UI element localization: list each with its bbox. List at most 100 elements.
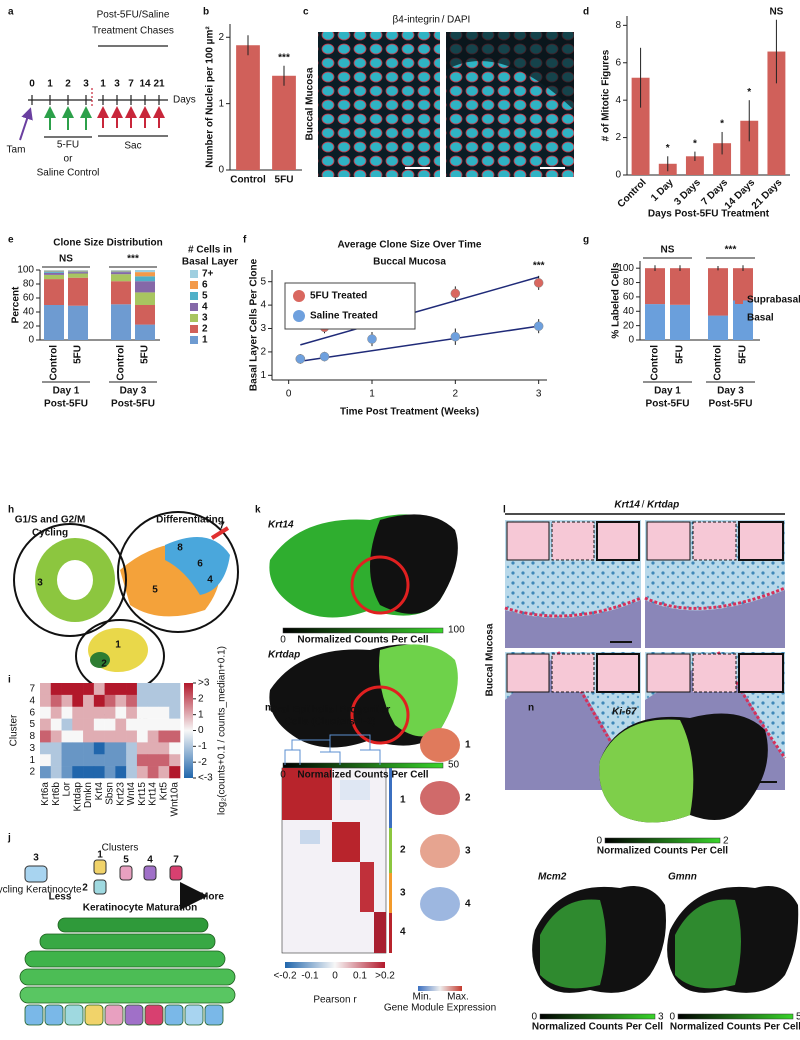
title: Cells (Clusters 1-2) xyxy=(285,717,376,728)
cluster-label: 5 xyxy=(123,855,129,866)
bar-segment xyxy=(708,315,728,340)
heatmap-cell xyxy=(136,683,148,696)
column-label: Krt6b xyxy=(51,782,62,806)
column-label: Krt6a xyxy=(40,782,51,806)
bar-segment xyxy=(111,281,131,305)
annotation: *** xyxy=(725,245,737,256)
bar-segment xyxy=(135,281,155,293)
panel-letter: e xyxy=(8,235,14,246)
bar-segment xyxy=(68,270,88,271)
x-tick-label: 5FU xyxy=(738,345,749,364)
heatmap-cell xyxy=(136,742,148,755)
bar xyxy=(685,156,704,175)
row-label: 4 xyxy=(29,695,35,706)
heatmap-cell xyxy=(126,683,138,696)
heatmap-cell xyxy=(136,694,148,708)
cell-label: Cycling Keratinocyte xyxy=(0,885,82,896)
annotation: NS xyxy=(769,6,783,17)
annotation: *** xyxy=(127,254,139,265)
heatmap-cell xyxy=(83,718,95,731)
module-label: 2 xyxy=(400,845,406,856)
y-tick-label: 40 xyxy=(23,307,35,318)
heatmap-cell xyxy=(40,683,52,696)
header: Post-5FU/Saline xyxy=(97,10,170,21)
heatmap-cell xyxy=(40,718,52,731)
tissue-label: Buccal Mucosa xyxy=(485,623,496,696)
module-heatmap xyxy=(281,728,462,991)
legend-marker xyxy=(293,310,305,322)
group-label: Post-5FU xyxy=(709,399,753,410)
heatmap-cell xyxy=(158,742,170,755)
point xyxy=(533,278,544,288)
panel-letter: c xyxy=(303,7,309,18)
colorbar-title: log₂(counts+0.1 / counts_median+0.1) xyxy=(217,646,228,815)
legend-label: 5FU Treated xyxy=(310,291,367,302)
scale-title: Pearson r xyxy=(313,995,357,1006)
day-label: 1 xyxy=(47,79,53,90)
scale-title: Normalized Counts Per Cell xyxy=(297,770,428,781)
bar-segment xyxy=(135,305,155,325)
column-label: Wnt4 xyxy=(126,782,137,806)
row-label: 2 xyxy=(29,767,35,778)
row-label: 3 xyxy=(29,743,35,754)
heatmap-cell xyxy=(61,766,73,779)
column-label: Krt15 xyxy=(137,782,148,806)
y-tick-label: 2 xyxy=(260,347,266,358)
timeline xyxy=(28,45,168,138)
scale-label: 0 xyxy=(669,1012,675,1023)
scale-label: 0 xyxy=(332,971,338,982)
cluster-label: 3 xyxy=(33,853,39,864)
bar-segment xyxy=(111,304,131,340)
heatmap-cell xyxy=(72,683,84,696)
point xyxy=(319,351,330,362)
tissue-label: Buccal Mucosa xyxy=(305,67,316,140)
point xyxy=(533,321,544,331)
heatmap-cell xyxy=(40,706,52,719)
column-label: Krtdap xyxy=(72,782,83,812)
legend-title: Basal Layer xyxy=(182,257,238,268)
heatmap-cell xyxy=(104,706,116,719)
y-tick-label: 6 xyxy=(615,57,621,68)
tam-label: Tam xyxy=(7,145,26,156)
heatmap-cell xyxy=(147,766,159,779)
heatmap-cell xyxy=(83,683,95,696)
stain: β4-integrin xyxy=(393,15,440,26)
group-label: G1/S and G2/M xyxy=(15,515,86,526)
group-label: Differentiating xyxy=(156,515,224,526)
heatmap-cell xyxy=(83,706,95,719)
heatmap-cell xyxy=(93,718,105,731)
heatmap-cell xyxy=(126,706,138,719)
scale-title: Normalized Counts Per Cell xyxy=(297,635,428,646)
column-label: Wnt10a xyxy=(169,782,180,817)
gene-label: Krtdap xyxy=(268,650,300,661)
heatmap-cell xyxy=(158,694,170,708)
axis-label: Keratinocyte Maturation xyxy=(83,903,197,914)
legend-label: 3 xyxy=(202,313,208,324)
heatmap-cell xyxy=(147,730,159,743)
legend-box xyxy=(284,282,416,330)
legend-label: Basal xyxy=(747,313,774,324)
y-tick-label: 4 xyxy=(615,95,621,106)
y-tick-label: 1 xyxy=(218,98,224,109)
point xyxy=(367,334,377,344)
row-label: 6 xyxy=(29,707,35,718)
heatmap-cell xyxy=(40,766,52,779)
heatmap-cell xyxy=(50,683,62,696)
heatmap-cell xyxy=(115,706,127,719)
stain: Krt14 xyxy=(614,500,640,511)
y-tick-label: 0 xyxy=(218,165,224,176)
bar-segment xyxy=(670,304,690,340)
heatmap-cell xyxy=(72,730,84,743)
column-label: Krt4 xyxy=(94,782,105,801)
y-tick-label: 3 xyxy=(260,323,266,334)
trend-line xyxy=(300,325,539,363)
day-label: 7 xyxy=(128,79,134,90)
module-label: 3 xyxy=(465,846,471,857)
title: Clusters xyxy=(102,843,139,854)
legend-swatch xyxy=(190,281,198,289)
y-tick-label: 100 xyxy=(17,265,34,276)
bar-segment xyxy=(111,270,131,272)
y-axis-label: Basal Layer Cells Per Clone xyxy=(249,258,260,391)
group-label: Cycling xyxy=(32,528,68,539)
heatmap-cell xyxy=(169,766,181,779)
